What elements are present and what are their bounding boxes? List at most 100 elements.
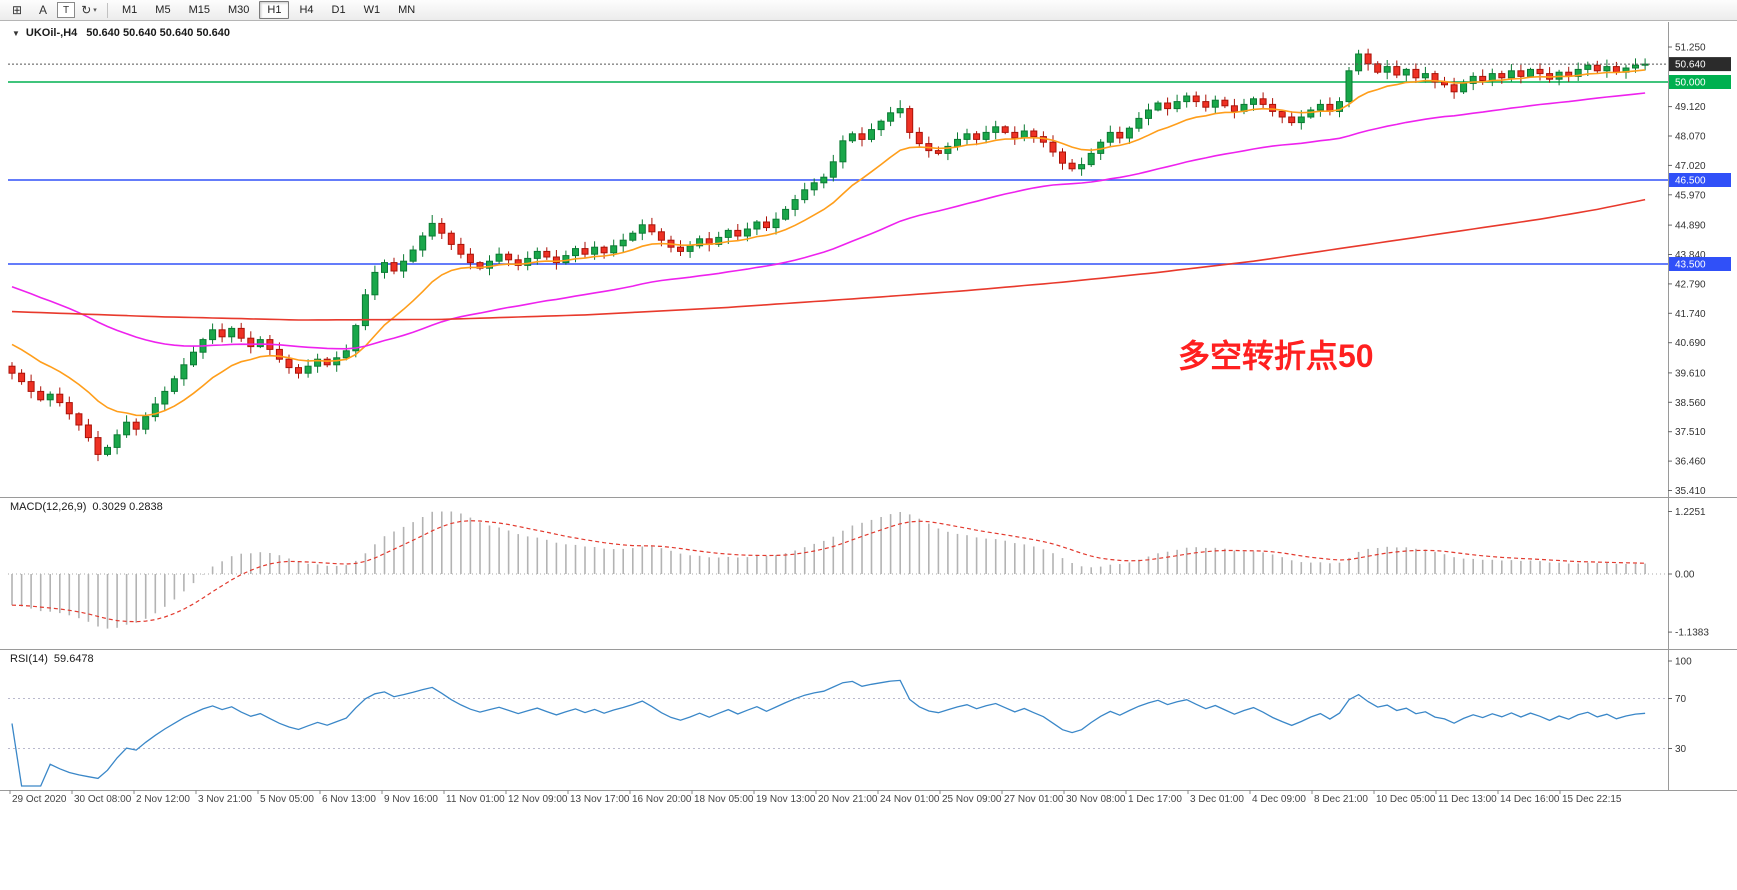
rsi-line xyxy=(11,679,1646,787)
candle-body xyxy=(591,246,599,255)
candle-body xyxy=(724,229,732,238)
time-tick-label: 18 Nov 05:00 xyxy=(694,794,754,805)
candle-body xyxy=(1230,105,1238,112)
candle-body xyxy=(782,208,790,220)
candle-body xyxy=(304,365,312,374)
time-tick-label: 3 Nov 21:00 xyxy=(198,794,252,805)
rsi-scale-label: 70 xyxy=(1675,694,1687,705)
candle-body xyxy=(1192,95,1200,103)
timeframe-button-h1[interactable]: H1 xyxy=(259,1,290,19)
ma-medium-line xyxy=(11,92,1646,350)
candle-body xyxy=(877,120,885,131)
price-badge-label: 50.640 xyxy=(1675,60,1706,71)
candle-body xyxy=(572,248,579,257)
price-tick-label: 45.970 xyxy=(1675,190,1706,201)
candle-body xyxy=(1584,64,1592,70)
timeframe-button-m30[interactable]: M30 xyxy=(227,4,250,16)
time-tick-label: 24 Nov 01:00 xyxy=(880,794,940,805)
collapse-triangle-icon[interactable]: ▼ xyxy=(12,29,20,38)
candle-body xyxy=(1402,68,1410,76)
time-tick-label: 9 Nov 16:00 xyxy=(384,794,438,805)
candle-body xyxy=(1221,99,1229,107)
candle-body xyxy=(734,229,742,237)
candle-body xyxy=(934,150,942,154)
macd-panel[interactable]: 1.2251 0.00 -1.1383 xyxy=(8,507,1709,639)
candle-body xyxy=(1297,116,1305,124)
price-tick-label: 37.510 xyxy=(1675,427,1706,438)
candle-body xyxy=(1612,66,1620,73)
text-annotation-button[interactable]: A xyxy=(38,3,47,17)
candle-body xyxy=(466,253,474,264)
time-axis[interactable]: 29 Oct 2020 30 Oct 08:00 2 Nov 12:00 3 Nov … xyxy=(9,790,1622,805)
candle-body xyxy=(839,140,847,163)
timeframe-button-mn[interactable]: MN xyxy=(398,4,416,16)
rsi-indicator-label: RSI(14) 59.6478 xyxy=(10,653,94,665)
price-tick-label: 40.690 xyxy=(1675,338,1706,349)
candle-body xyxy=(1355,53,1363,72)
candle-body xyxy=(256,339,264,348)
candle-body xyxy=(868,129,875,140)
candle-body xyxy=(228,327,236,338)
macd-scale-label: 0.00 xyxy=(1675,570,1695,581)
timeframe-button-m5[interactable]: M5 xyxy=(155,4,171,16)
macd-scale-label: -1.1383 xyxy=(1675,628,1709,639)
candle-body xyxy=(56,393,64,404)
price-badge-label: 46.500 xyxy=(1675,176,1706,187)
candle-body xyxy=(600,246,608,254)
candle-body xyxy=(1412,68,1420,79)
candle-body xyxy=(1250,98,1257,105)
candles xyxy=(8,48,1649,462)
timeframe-button-h4[interactable]: H4 xyxy=(299,4,314,16)
text-label-button[interactable]: T xyxy=(57,2,75,18)
candle-body xyxy=(447,232,455,245)
candle-body xyxy=(161,390,169,405)
candle-body xyxy=(629,232,637,241)
candle-body xyxy=(1517,70,1525,77)
toolbar-divider xyxy=(107,2,108,18)
timeframe-button-w1[interactable]: W1 xyxy=(363,4,381,16)
candle-body xyxy=(1135,117,1143,129)
candle-body xyxy=(94,437,102,455)
time-tick-label: 15 Dec 22:15 xyxy=(1562,794,1622,805)
time-tick-label: 14 Dec 16:00 xyxy=(1500,794,1560,805)
candle-body xyxy=(743,228,751,237)
macd-label: MACD(12,26,9) xyxy=(10,501,87,513)
candle-body xyxy=(1049,141,1057,153)
time-tick-label: 19 Nov 13:00 xyxy=(756,794,816,805)
rsi-panel[interactable]: 100 70 30 xyxy=(8,657,1692,787)
price-scale[interactable]: 51.250 49.120 48.070 47.020 45.970 44.890 43.8… xyxy=(1668,43,1731,498)
candle-body xyxy=(1574,68,1582,77)
candle-body xyxy=(791,199,799,210)
candle-body xyxy=(419,235,427,251)
candle-body xyxy=(963,133,971,140)
axes xyxy=(0,22,1737,791)
candle-body xyxy=(8,365,16,374)
shapes-dropdown-button[interactable]: ↻ ▾ xyxy=(81,3,97,17)
price-panel[interactable] xyxy=(8,48,1668,462)
time-tick-label: 12 Nov 09:00 xyxy=(508,794,568,805)
symbol-period-label: UKOil-,H4 xyxy=(25,27,78,39)
candle-body xyxy=(1603,66,1611,72)
timeframe-button-m15[interactable]: M15 xyxy=(188,4,210,16)
macd-indicator-label: MACD(12,26,9) 0.3029 0.2838 xyxy=(10,501,163,513)
candle-body xyxy=(18,372,26,383)
candle-body xyxy=(1278,110,1286,118)
timeframe-button-d1[interactable]: D1 xyxy=(331,4,346,16)
candle-body xyxy=(648,224,656,233)
ma-fast-line xyxy=(11,69,1646,417)
candle-body xyxy=(810,182,818,191)
chart-grid-button[interactable]: ⊞ xyxy=(11,3,23,17)
annotation-text: 多空转折点50 xyxy=(1178,338,1374,374)
candle-body xyxy=(1374,63,1382,73)
timeframe-button-m1[interactable]: M1 xyxy=(122,4,138,16)
price-tick-label: 42.790 xyxy=(1675,279,1706,290)
dropdown-caret-icon: ▾ xyxy=(93,7,97,14)
candle-body xyxy=(858,133,866,140)
price-tick-label: 49.120 xyxy=(1675,102,1706,113)
candle-body xyxy=(113,434,121,448)
candle-body xyxy=(915,131,923,145)
candle-body xyxy=(715,236,723,245)
candle-body xyxy=(1059,151,1066,164)
ma-slow-line xyxy=(11,198,1646,321)
